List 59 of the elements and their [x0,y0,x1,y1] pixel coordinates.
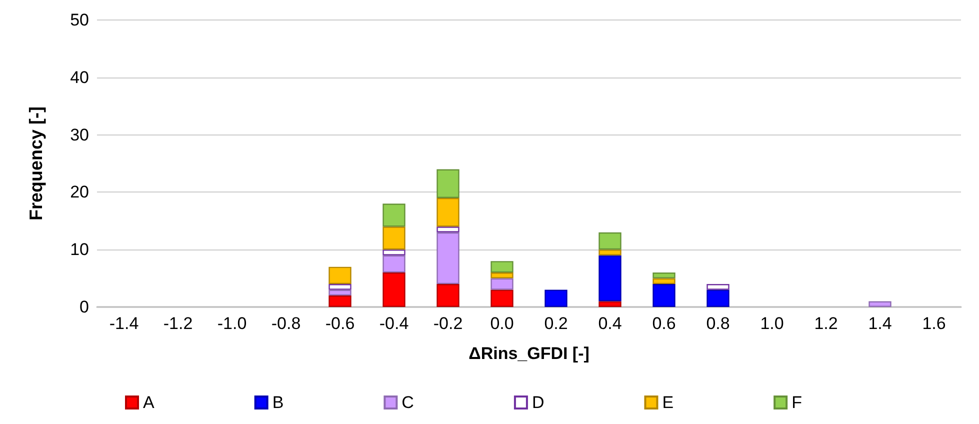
y-tick-label: 50 [70,10,89,30]
x-tick-label: -1.4 [109,314,139,333]
bar [328,266,352,284]
y-tick-label: 30 [70,125,89,144]
legend-label: A [143,393,155,412]
bar [328,296,352,307]
bar [490,261,514,273]
legend-label: B [272,393,284,412]
legend-label: E [662,393,674,412]
legend-label: D [532,393,544,412]
bar [328,284,352,290]
x-tick-label: 0.2 [544,314,568,333]
bar [706,284,730,290]
x-tick-label: -0.4 [379,314,409,333]
bar [868,301,892,307]
bar [436,232,460,284]
y-tick-label: 40 [70,68,89,87]
bar [544,290,568,307]
bar [598,301,622,307]
bar [436,226,460,232]
x-tick-label: 0.4 [598,314,622,333]
bar [598,255,622,302]
y-tick-label: 0 [80,298,89,316]
bar [382,250,406,256]
x-tick-label: 0.0 [490,314,514,333]
bar [598,232,622,250]
legend-label: C [402,393,414,412]
bar [382,272,406,307]
bar [382,255,406,273]
x-tick-label: -1.0 [217,314,247,333]
bar [490,278,514,290]
bar [490,290,514,307]
bar [436,169,460,198]
bar [706,290,730,307]
bar [490,272,514,278]
y-tick-label: 20 [70,182,89,202]
bar [382,204,406,227]
legend-label: F [792,393,802,412]
x-tick-label: 0.6 [652,314,676,333]
x-tick-label: 1.0 [760,314,784,333]
x-tick-label: 1.6 [922,314,946,333]
y-axis-title: Frequency [-] [26,106,46,221]
bar [652,278,676,284]
bar [598,250,622,256]
x-axis-title: ΔRins_GFDI [-] [468,344,590,363]
bar [436,284,460,307]
x-tick-label: -0.2 [433,314,463,333]
x-tick-label: 1.4 [868,314,892,333]
bar [436,198,460,227]
x-tick-label: -1.2 [163,314,193,333]
bar [652,272,676,278]
bar [382,226,406,250]
x-tick-label: -0.6 [325,314,355,333]
x-tick-label: 0.8 [706,314,730,333]
y-tick-label: 10 [70,240,89,260]
bar [652,284,676,307]
bar [328,290,352,296]
x-tick-label: -0.8 [271,314,301,333]
x-tick-label: 1.2 [814,314,838,333]
